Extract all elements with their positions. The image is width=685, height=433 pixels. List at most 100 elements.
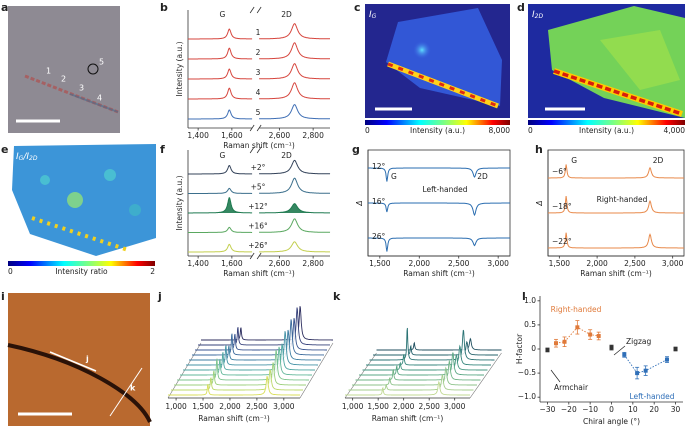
x-tick-label: 2,800 <box>302 131 324 140</box>
subscript: 2D <box>535 13 544 20</box>
spectrum <box>259 23 330 40</box>
series-label: +2° <box>251 163 266 172</box>
series-label: 3 <box>256 68 261 77</box>
series-label: +5° <box>251 183 266 192</box>
optical-image <box>8 6 120 133</box>
trace <box>373 340 498 356</box>
subscript: G <box>19 155 24 162</box>
point <box>673 347 678 351</box>
peak-label: 2D <box>281 10 292 19</box>
line-label: j <box>85 355 89 364</box>
panel-label: d <box>517 1 525 14</box>
x-tick-label: 3,000 <box>487 259 509 268</box>
spectrum <box>188 243 253 253</box>
peak-label: 2D <box>653 156 664 165</box>
marker: 4 <box>97 94 102 103</box>
spectrum <box>188 226 253 233</box>
inset-label: IG <box>369 10 377 20</box>
x-tick-label: 1,400 <box>187 131 209 140</box>
colorbar <box>528 120 685 125</box>
y-axis-label: Δ <box>355 200 364 206</box>
y-axis-label: H-factor <box>515 333 524 364</box>
x-tick-label: 2,600 <box>269 259 291 268</box>
trace <box>183 343 315 370</box>
x-tick-label: −30 <box>540 405 556 414</box>
peak-label: G <box>219 10 225 19</box>
marker: 5 <box>99 58 104 67</box>
depth-axis <box>344 352 377 399</box>
spot <box>104 169 116 181</box>
trace <box>362 353 488 371</box>
x-axis-label: Raman shift (cm⁻¹) <box>403 269 475 278</box>
x-axis-label: Raman shift (cm⁻¹) <box>198 414 270 423</box>
spot <box>129 204 141 216</box>
flake <box>386 8 502 106</box>
axis-break <box>256 6 262 14</box>
trace <box>177 349 309 381</box>
annotation: Left-handed <box>422 185 467 194</box>
trace <box>171 369 303 390</box>
series-label: −18° <box>552 202 572 211</box>
series-label: Left-handed <box>629 392 674 401</box>
series-label: +12° <box>248 202 268 211</box>
spectrum <box>368 237 510 252</box>
annotation: Armchair <box>554 383 589 392</box>
depth-axis <box>167 342 202 399</box>
trace <box>177 350 309 380</box>
x-tick-label: 1,000 <box>342 402 364 411</box>
trace <box>189 329 321 361</box>
annotation-arrow <box>613 345 626 356</box>
x-tick-label: 30 <box>671 405 681 414</box>
point <box>545 347 550 352</box>
trace <box>192 319 324 355</box>
trace <box>195 318 327 350</box>
spectrum <box>368 167 510 182</box>
trace <box>369 327 495 361</box>
panel-label: i <box>1 290 5 303</box>
x-tick-label: 2,600 <box>269 131 291 140</box>
image-d: I2D <box>528 4 685 118</box>
colorbar-label: Intensity (a.u.) <box>410 126 465 135</box>
symbol: I <box>532 10 535 20</box>
image-i: j k <box>7 293 152 426</box>
x-tick-label: 1,500 <box>367 402 389 411</box>
colorbar-tick-label: 2 <box>150 267 155 276</box>
line-j <box>49 351 97 372</box>
trace <box>345 380 470 396</box>
spectrum <box>188 197 253 214</box>
spectrum <box>188 164 253 175</box>
point <box>554 341 559 346</box>
flake-region <box>600 30 680 90</box>
spot <box>67 192 83 208</box>
x-axis-label: Raman shift (cm⁻¹) <box>223 141 295 150</box>
image-e: IG/I2D <box>12 144 156 256</box>
spectrum <box>259 104 330 120</box>
trace <box>376 337 502 351</box>
axis-break <box>256 146 262 154</box>
trace <box>348 373 474 391</box>
series-label: −22° <box>552 237 572 246</box>
x-tick-label: 3,000 <box>273 402 295 411</box>
spectrum <box>188 68 253 80</box>
trace <box>186 331 318 365</box>
image-c: IG <box>365 4 510 118</box>
panel-label: a <box>1 1 8 14</box>
ribbon-end <box>69 93 119 113</box>
x-tick-label: 2,500 <box>246 402 268 411</box>
annotation: Right-handed <box>597 195 648 204</box>
point <box>664 357 669 362</box>
spectrum <box>258 159 331 175</box>
trace <box>180 346 312 375</box>
trace <box>345 381 470 395</box>
spectrum <box>259 177 330 194</box>
y-tick-label: −0.5 <box>518 368 536 377</box>
panel-label: c <box>354 1 361 14</box>
colorbar <box>8 261 155 266</box>
panel-label: b <box>160 1 168 14</box>
x-tick-label: 3,000 <box>662 259 684 268</box>
x-tick-label: 2,500 <box>624 259 646 268</box>
series-label: −6° <box>552 167 567 176</box>
peak-fill <box>188 197 253 213</box>
x-tick-label: 2,000 <box>586 259 608 268</box>
